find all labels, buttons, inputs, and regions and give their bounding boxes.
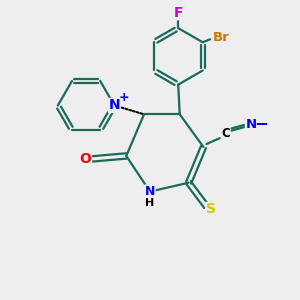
Text: F: F <box>173 6 183 20</box>
Text: C: C <box>221 127 230 140</box>
Text: N: N <box>145 185 155 198</box>
Text: H: H <box>146 198 154 208</box>
Text: Br: Br <box>213 31 230 44</box>
Text: N: N <box>245 118 256 131</box>
Text: S: S <box>206 202 216 216</box>
Text: +: + <box>118 91 129 103</box>
Text: N: N <box>109 98 120 112</box>
Text: −: − <box>254 114 268 132</box>
Text: O: O <box>80 152 92 166</box>
